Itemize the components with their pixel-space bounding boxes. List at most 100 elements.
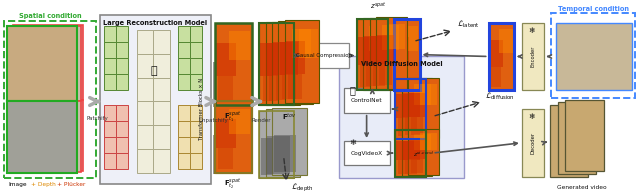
Text: $\mathbf{F}^{\mathit{spat}}_{t_1}$: $\mathbf{F}^{\mathit{spat}}_{t_1}$ <box>225 109 242 124</box>
Bar <box>190 58 202 74</box>
Bar <box>154 54 170 78</box>
Bar <box>259 23 294 105</box>
Bar <box>382 25 399 50</box>
Bar <box>272 108 307 175</box>
Bar <box>402 129 433 176</box>
Bar <box>357 19 388 90</box>
Text: $z^{\mathit{si\text{-}cond}}$: $z^{\mathit{si\text{-}cond}}$ <box>413 149 434 159</box>
Bar <box>273 42 292 75</box>
Bar <box>137 125 154 149</box>
Bar <box>299 29 317 58</box>
Bar <box>218 148 233 169</box>
Bar <box>370 18 401 89</box>
Text: $\mathbf{F}^{\mathit{spat}}_{t_2}$: $\mathbf{F}^{\mathit{spat}}_{t_2}$ <box>225 177 242 191</box>
Bar <box>396 79 426 139</box>
Bar <box>276 75 289 100</box>
Bar <box>292 29 311 58</box>
Bar <box>289 74 302 99</box>
Bar <box>339 56 464 178</box>
Bar <box>286 41 305 74</box>
Bar <box>104 58 116 74</box>
Bar <box>104 105 116 121</box>
Bar <box>565 100 604 171</box>
Bar <box>13 25 83 100</box>
Text: Decoder: Decoder <box>530 132 535 154</box>
Text: ❄️: ❄️ <box>529 26 536 35</box>
Bar <box>104 74 116 90</box>
Bar <box>230 31 250 60</box>
Bar <box>344 88 390 113</box>
Text: ❄️: ❄️ <box>529 112 536 121</box>
Bar <box>13 100 83 171</box>
Bar <box>190 26 202 42</box>
Bar <box>7 26 77 102</box>
Bar <box>377 35 394 64</box>
Bar <box>266 22 300 105</box>
Bar <box>396 130 426 177</box>
Bar <box>344 141 390 165</box>
Bar <box>116 42 129 58</box>
Bar <box>286 30 305 59</box>
Bar <box>499 29 513 53</box>
Text: Spatial condition: Spatial condition <box>19 13 81 19</box>
Bar <box>7 102 77 173</box>
Text: Patchify: Patchify <box>86 116 108 121</box>
Bar <box>154 78 170 102</box>
Text: Render: Render <box>252 118 271 123</box>
Text: Generated video: Generated video <box>557 185 607 190</box>
Text: Image: Image <box>8 181 27 187</box>
Bar <box>116 153 129 169</box>
Bar <box>104 26 116 42</box>
Bar <box>403 141 420 160</box>
Bar <box>104 153 116 169</box>
Bar <box>178 105 190 121</box>
Bar <box>408 134 424 151</box>
Text: Causal Compression: Causal Compression <box>296 53 353 58</box>
Bar <box>190 105 202 121</box>
Bar <box>116 74 129 90</box>
Bar <box>420 84 437 105</box>
Bar <box>394 19 420 90</box>
Bar <box>273 31 292 60</box>
Bar <box>116 137 129 153</box>
Bar <box>488 23 514 90</box>
Bar <box>491 67 501 87</box>
Bar <box>282 75 296 99</box>
Bar <box>190 137 202 153</box>
Bar <box>300 43 349 68</box>
Bar <box>409 93 426 117</box>
Bar <box>260 43 279 76</box>
Text: Unpatchify: Unpatchify <box>198 118 228 123</box>
Bar <box>100 15 211 184</box>
Bar <box>367 65 379 86</box>
Bar <box>405 117 417 135</box>
Bar <box>178 74 190 90</box>
Bar <box>190 42 202 58</box>
Bar <box>388 24 405 49</box>
Bar <box>414 134 431 150</box>
Bar <box>213 62 253 107</box>
Text: $\mathbf{F}^{\mathit{tov}}$: $\mathbf{F}^{\mathit{tov}}$ <box>282 111 297 122</box>
Bar <box>397 65 407 87</box>
Bar <box>357 19 388 90</box>
Bar <box>218 76 233 101</box>
Bar <box>396 79 426 139</box>
Bar <box>216 43 236 76</box>
Bar <box>4 21 97 178</box>
Bar <box>230 109 250 134</box>
Text: ❄️: ❄️ <box>350 138 357 147</box>
Bar <box>259 111 294 178</box>
Bar <box>154 125 170 149</box>
Bar <box>154 102 170 125</box>
Text: ControlNet: ControlNet <box>351 98 383 103</box>
Bar <box>137 30 154 54</box>
Bar <box>280 42 298 75</box>
Bar <box>411 159 424 173</box>
Bar <box>214 102 252 173</box>
Bar <box>280 30 298 59</box>
Bar <box>137 54 154 78</box>
Text: Large Reconstruction Model: Large Reconstruction Model <box>104 20 207 26</box>
Bar <box>399 160 411 174</box>
Bar <box>403 93 420 117</box>
Bar <box>360 65 372 87</box>
